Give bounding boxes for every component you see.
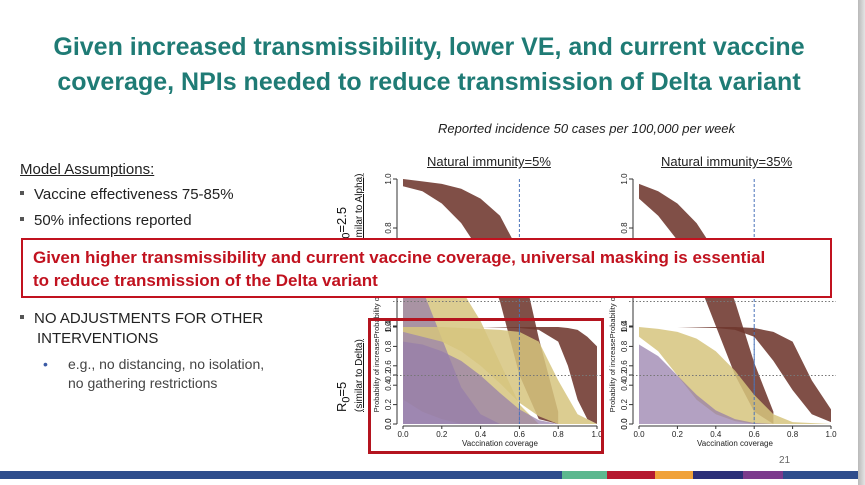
band-band-brown [639, 183, 774, 424]
y-tick-label: 0.0 [620, 418, 629, 430]
band-band-brown [639, 327, 831, 423]
window-edge [858, 0, 865, 485]
assumption-bullet: 50% infections reported [20, 212, 192, 229]
bullet-text: 50% infections reported [34, 212, 192, 229]
footer-color-segment [562, 471, 607, 479]
y-tick-label: 0.6 [620, 360, 629, 372]
x-tick-label: 0.2 [436, 430, 448, 439]
x-tick-label: 0.6 [514, 430, 526, 439]
y-tick-label: 0.8 [620, 222, 629, 234]
reported-incidence-label: Reported incidence 50 cases per 100,000 … [438, 121, 736, 136]
footer-color-segment [607, 471, 655, 479]
column-header-35: Natural immunity=35% [661, 154, 793, 169]
x-axis-label: Vaccination coverage [462, 439, 538, 448]
y-tick-label: 1.0 [384, 321, 393, 333]
y-tick-label: 0.8 [384, 340, 393, 352]
sub-bullet: • e.g., no distancing, no isolation, no … [43, 355, 264, 393]
sub-bullet-line: e.g., no distancing, no isolation, [68, 356, 265, 372]
highlight-box [368, 318, 604, 454]
y-tick-label: 0.0 [384, 418, 393, 430]
x-tick-label: 0.0 [397, 430, 409, 439]
bullet-text: NO ADJUSTMENTS FOR OTHER [34, 310, 264, 327]
bullet-dot-icon: • [43, 356, 48, 372]
y-tick-label: 0.2 [384, 369, 393, 381]
bullet-square-icon [20, 315, 24, 320]
callout-line-1: Given higher transmissibility and curren… [33, 248, 766, 267]
y-tick-label: 0.4 [384, 379, 393, 391]
y-tick-label: 0.2 [620, 369, 629, 381]
y-tick-label: 0.4 [620, 379, 629, 391]
slide-title: Given increased transmissibility, lower … [0, 30, 858, 100]
bullet-square-icon [20, 191, 24, 196]
band-band-gold [403, 327, 597, 424]
x-axis-label: Vaccination coverage [697, 439, 773, 448]
title-line-1: Given increased transmissibility, lower … [53, 33, 805, 61]
footer-color-segment [515, 471, 562, 479]
band-band-purple [403, 341, 559, 424]
footer-color-segment [693, 471, 743, 479]
x-tick-label: 0.4 [475, 430, 487, 439]
y-axis-label: Probability of increase [608, 265, 617, 339]
y-tick-label: 0.4 [384, 320, 393, 332]
column-header-5: Natural immunity=5% [427, 154, 551, 169]
footer-color-bar [0, 471, 858, 479]
footer-color-segment [0, 471, 515, 479]
x-tick-label: 1.0 [591, 430, 603, 439]
callout-box: Given higher transmissibility and curren… [21, 238, 832, 298]
y-tick-label: 1.0 [384, 173, 393, 185]
y-axis-label: Probability of increase [608, 339, 617, 413]
bullet-square-icon [20, 217, 24, 222]
assumption-bullet: NO ADJUSTMENTS FOR OTHER [20, 310, 263, 327]
y-tick-label: 0.8 [620, 340, 629, 352]
footer-color-segment [783, 471, 858, 479]
footer-color-segment [743, 471, 783, 479]
x-tick-label: 0.8 [553, 430, 565, 439]
x-tick-label: 0.2 [672, 430, 684, 439]
title-line-2: coverage, NPIs needed to reduce transmis… [57, 68, 801, 96]
y-tick-label: 0.6 [384, 360, 393, 372]
page-number: 21 [779, 455, 791, 466]
x-tick-label: 0.8 [787, 430, 799, 439]
footer-color-segment [655, 471, 693, 479]
assumption-bullet: Vaccine effectiveness 75-85% [20, 186, 234, 203]
y-tick-label: 0.2 [384, 398, 393, 410]
x-tick-label: 1.0 [825, 430, 837, 439]
callout-line-2: to reduce transmission of the Delta vari… [33, 271, 378, 290]
y-tick-label: 1.0 [620, 173, 629, 185]
band-band-purple [639, 344, 774, 424]
x-tick-label: 0.0 [633, 430, 645, 439]
y-axis-label: Probability of increase [372, 265, 381, 339]
y-tick-label: 0.0 [620, 418, 629, 430]
y-tick-label: 0.2 [620, 398, 629, 410]
x-tick-label: 0.4 [710, 430, 722, 439]
bullet-continuation: INTERVENTIONS [37, 330, 159, 347]
band-band-brown [403, 327, 597, 424]
y-axis-label: Probability of increase [372, 339, 381, 413]
y-tick-label: 0.0 [384, 418, 393, 430]
assumptions-heading: Model Assumptions: [20, 161, 155, 178]
y-tick-label: 0.8 [384, 222, 393, 234]
bullet-text: Vaccine effectiveness 75-85% [34, 186, 234, 203]
y-tick-label: 0.4 [620, 320, 629, 332]
y-tick-label: 1.0 [620, 321, 629, 333]
sub-bullet-line: no gathering restrictions [68, 375, 218, 391]
x-tick-label: 0.6 [749, 430, 761, 439]
